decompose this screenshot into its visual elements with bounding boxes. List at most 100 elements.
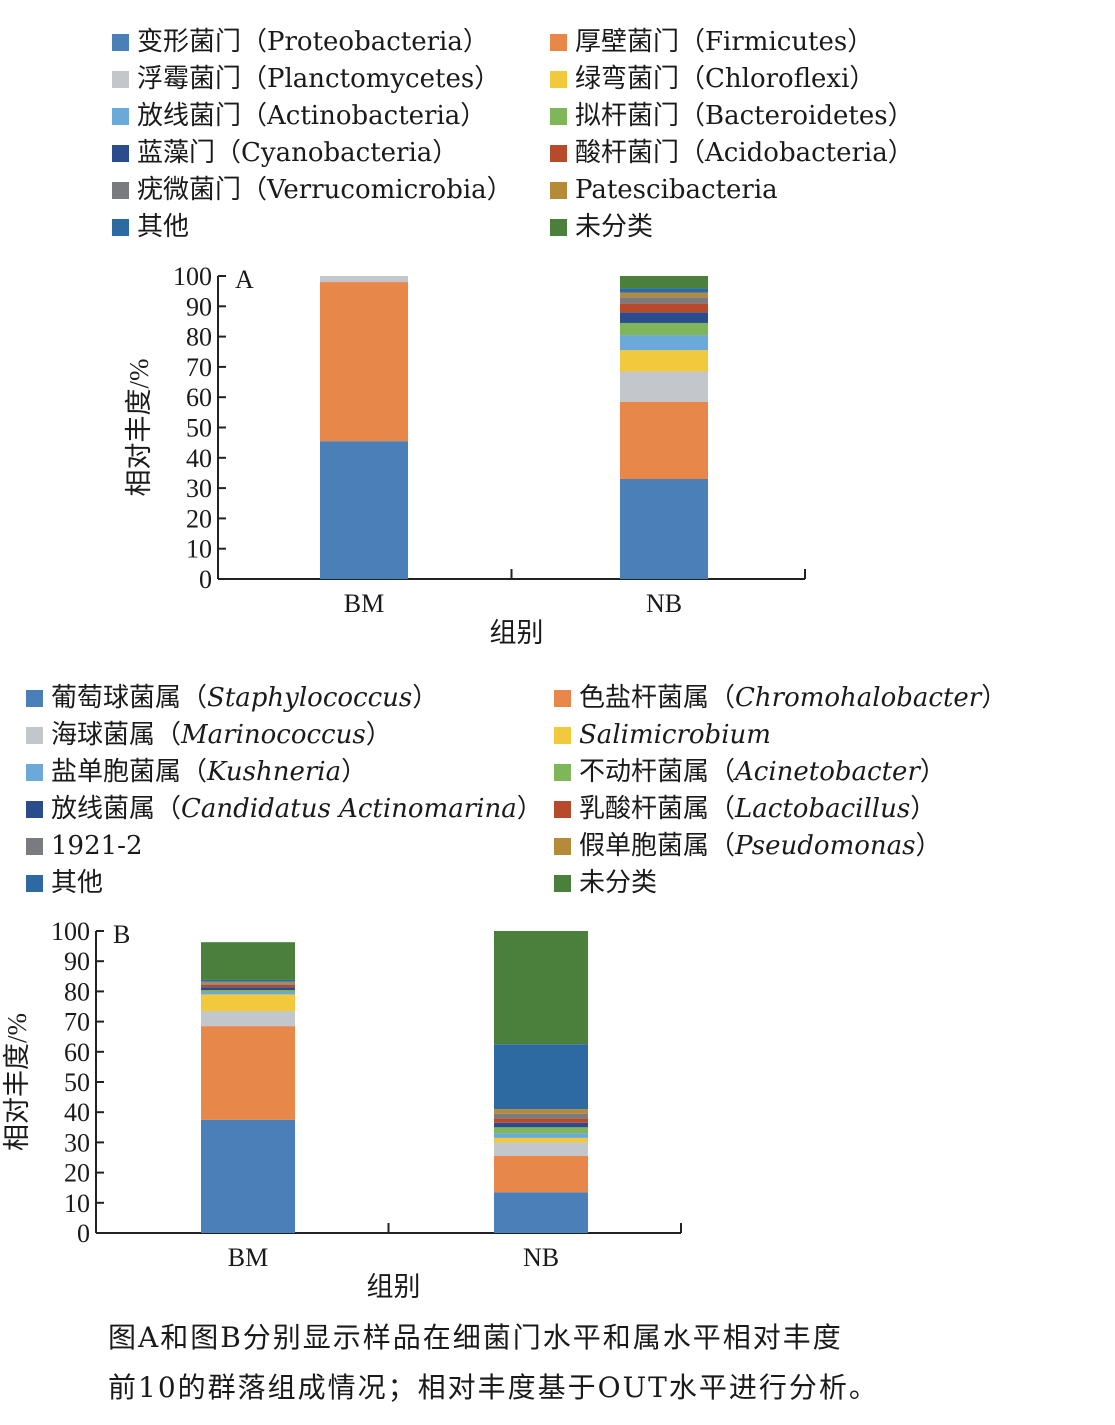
y-tick-label: 100 — [51, 917, 90, 946]
bar-segment — [620, 312, 708, 323]
x-tick-label: BM — [228, 1243, 268, 1272]
x-tick-label: BM — [344, 589, 384, 618]
panel-label: B — [113, 920, 130, 949]
legend-swatch — [26, 690, 43, 707]
legend-label: 酸杆菌门（Acidobacteria） — [575, 138, 914, 168]
legend-label-latin: Chromohalobacter — [735, 683, 982, 713]
legend-swatch — [112, 34, 129, 51]
legend-label-latin: Marinococcus — [181, 720, 366, 750]
panel-label: A — [235, 265, 254, 294]
bar-segment — [201, 979, 295, 982]
y-tick-label: 40 — [64, 1098, 90, 1127]
legend-label-end: ） — [910, 794, 937, 824]
bar-segment — [494, 1142, 588, 1156]
y-tick-label: 0 — [199, 565, 212, 594]
y-tick-label: 90 — [64, 947, 90, 976]
legend-label: 蓝藻门（Cyanobacteria） — [137, 138, 459, 168]
legend-label: 拟杆菌门（Bacteroidetes） — [575, 101, 914, 131]
legend-label: 不动杆菌属（ — [579, 757, 736, 787]
legend-swatch — [554, 838, 571, 855]
legend-item: 海球菌属（ Marinococcus） — [26, 717, 392, 754]
legend-label-latin: Staphylococcus — [207, 683, 413, 713]
y-tick-label: 60 — [186, 383, 212, 412]
legend-swatch — [550, 34, 567, 51]
bar-segment — [494, 1155, 588, 1193]
y-tick-label: 20 — [64, 1159, 90, 1188]
y-tick-label: 30 — [186, 474, 212, 503]
legend-label: 浮霉菌门（Planctomycetes） — [137, 64, 501, 94]
bar-segment — [620, 292, 708, 298]
legend-swatch — [554, 801, 571, 818]
legend-item: 盐单胞菌属（ Kushneria） — [26, 754, 367, 791]
bar-segment — [620, 350, 708, 372]
legend-swatch — [26, 764, 43, 781]
legend-label-latin: Acinetobacter — [735, 757, 920, 787]
legend-item: 未分类 — [554, 865, 657, 902]
legend-item: 色盐杆菌属（ Chromohalobacter） — [554, 680, 1007, 717]
bar-segment — [620, 401, 708, 480]
legend-label-end: ） — [516, 794, 543, 824]
legend-label: 疣微菌门（Verrucomicrobia） — [137, 175, 513, 205]
x-axis-label: 组别 — [490, 618, 544, 648]
y-tick-label: 10 — [64, 1189, 90, 1218]
legend-label-end: ） — [341, 757, 368, 787]
legend-item: 绿弯菌门（Chloroflexi） — [550, 61, 875, 98]
legend-swatch — [112, 145, 129, 162]
legend-item: 葡萄球菌属（ Staphylococcus） — [26, 680, 438, 717]
legend-item: 其他 — [26, 865, 103, 902]
bar-segment — [620, 288, 708, 293]
bar-segment — [620, 479, 708, 579]
legend-item: 酸杆菌门（Acidobacteria） — [550, 135, 914, 172]
bar-segment — [201, 942, 295, 980]
y-tick-label: 70 — [64, 1008, 90, 1037]
legend-label-end: ） — [981, 683, 1008, 713]
legend-label: 其他 — [137, 212, 190, 242]
legend-label: 乳酸杆菌属（ — [579, 794, 736, 824]
legend-item: 浮霉菌门（Planctomycetes） — [112, 61, 500, 98]
bar-segment — [201, 1026, 295, 1120]
legend-swatch — [550, 108, 567, 125]
bar-segment — [494, 1044, 588, 1110]
y-tick-label: 100 — [173, 262, 212, 291]
legend-swatch — [26, 727, 43, 744]
bar-segment — [620, 322, 708, 336]
legend-item: 拟杆菌门（Bacteroidetes） — [550, 98, 914, 135]
bar-segment — [494, 1118, 588, 1123]
x-tick-label: NB — [523, 1243, 559, 1272]
caption-line-2: 前10的群落组成情况；相对丰度基于OUT水平进行分析。 — [108, 1371, 879, 1404]
legend-item: 放线菌属（ Candidatus Actinomarina） — [26, 791, 543, 828]
bar-segment — [620, 335, 708, 351]
legend-label-latin: Pseudomonas — [735, 831, 916, 861]
legend-label-end: ） — [915, 831, 942, 861]
bar-segment — [494, 1192, 588, 1233]
legend-swatch — [112, 71, 129, 88]
legend-item: 未分类 — [550, 209, 653, 246]
legend-label-end: ） — [365, 720, 392, 750]
bar-segment — [201, 1119, 295, 1233]
legend-label: 变形菌门（Proteobacteria） — [137, 27, 489, 57]
legend-label: 未分类 — [575, 212, 654, 242]
bar-segment — [320, 276, 408, 283]
bar-segment — [620, 297, 708, 304]
y-tick-label: 40 — [186, 444, 212, 473]
bar-segment — [201, 983, 295, 985]
legend-label: 放线菌属（ — [51, 794, 182, 824]
legend-swatch — [26, 875, 43, 892]
y-axis-label: 相对丰度/% — [124, 359, 154, 497]
legend-swatch — [554, 727, 571, 744]
bar-segment — [494, 1122, 588, 1128]
legend-swatch — [26, 838, 43, 855]
y-tick-label: 70 — [186, 353, 212, 382]
legend-item: 蓝藻门（Cyanobacteria） — [112, 135, 458, 172]
bar-segment — [620, 371, 708, 402]
legend-item: 厚壁菌门（Firmicutes） — [550, 24, 873, 61]
y-tick-label: 50 — [64, 1068, 90, 1097]
y-tick-label: 0 — [77, 1219, 90, 1248]
legend-swatch — [550, 71, 567, 88]
legend-label: 绿弯菌门（Chloroflexi） — [575, 64, 876, 94]
y-tick-label: 80 — [64, 977, 90, 1006]
y-tick-label: 30 — [64, 1128, 90, 1157]
bar-segment — [620, 276, 708, 289]
legend-label: 葡萄球菌属（ — [51, 683, 208, 713]
